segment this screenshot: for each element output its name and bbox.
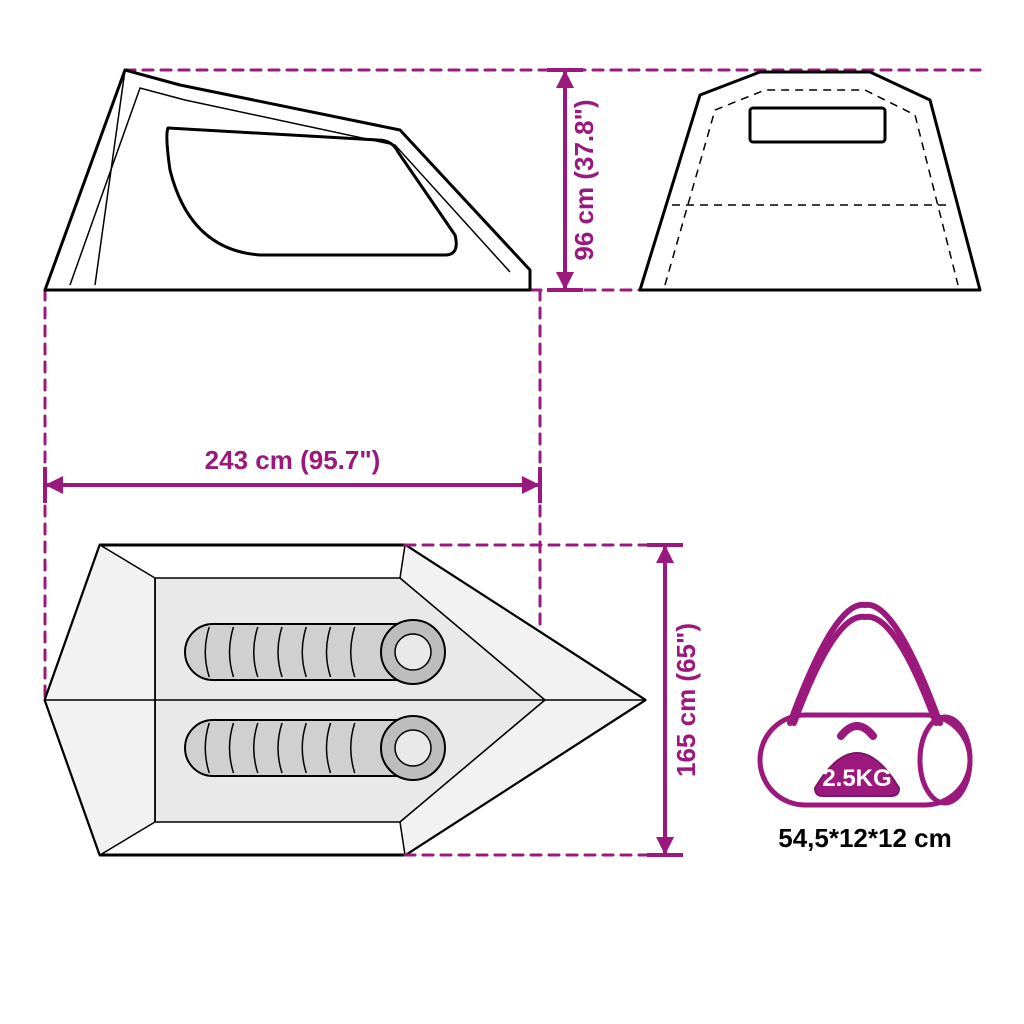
side-view	[45, 70, 530, 290]
front-view	[640, 72, 980, 290]
sleeping-bag	[185, 620, 445, 684]
dim-height: 96 cm (37.8")	[547, 70, 599, 290]
dim-length: 243 cm (95.7")	[45, 445, 540, 503]
bag-weight-label: 2.5KG	[822, 765, 891, 792]
sleeping-bag	[185, 716, 445, 780]
dim-length-label: 243 cm (95.7")	[205, 445, 381, 475]
top-view	[45, 545, 645, 855]
dim-height-label: 96 cm (37.8")	[569, 99, 599, 260]
bag-size-label: 54,5*12*12 cm	[778, 823, 951, 853]
carry-bag: 2.5KG 54,5*12*12 cm	[760, 605, 970, 853]
dim-width-label: 165 cm (65")	[671, 623, 701, 777]
